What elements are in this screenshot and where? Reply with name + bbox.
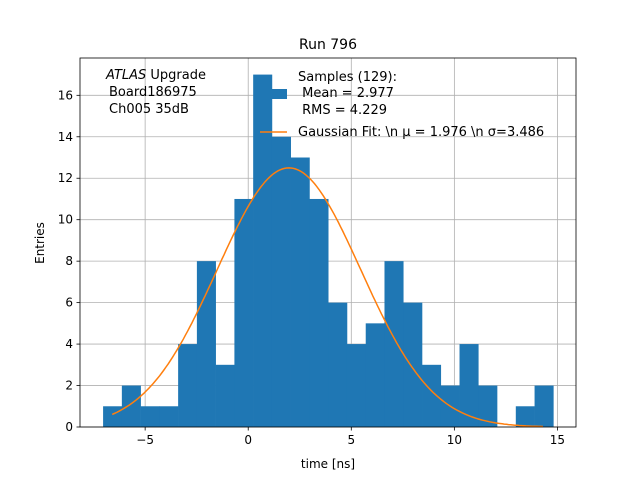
legend-fit-label: Gaussian Fit: \n μ = 1.976 \n σ=3.486 <box>298 125 544 140</box>
histogram-bar <box>534 385 554 427</box>
x-tick-label: −5 <box>136 433 154 447</box>
annotation-atlas: ATLAS <box>105 68 146 83</box>
y-tick-label: 0 <box>65 420 73 434</box>
histogram-bar <box>253 74 273 428</box>
y-axis-label: Entries <box>33 222 47 264</box>
histogram-bar <box>328 302 348 427</box>
histogram-bar <box>196 261 216 427</box>
histogram-bar <box>403 302 423 427</box>
histogram-bar <box>215 364 235 427</box>
histogram-bar <box>140 406 160 427</box>
histogram-bar <box>309 198 329 427</box>
axis-ticks: −5 0 5 10 15 0 2 4 6 8 10 12 14 16 <box>58 88 565 447</box>
y-tick-label: 14 <box>58 130 73 144</box>
histogram-bar <box>459 344 479 427</box>
y-tick-label: 10 <box>58 213 73 227</box>
y-tick-label: 4 <box>65 337 73 351</box>
histogram-bar <box>103 406 123 427</box>
histogram-bar <box>290 157 310 427</box>
legend-hist-patch <box>260 89 287 99</box>
annotation-channel: Ch005 35dB <box>109 102 189 117</box>
y-tick-label: 12 <box>58 171 73 185</box>
svg-text:ATLAS Upgrade: ATLAS Upgrade <box>105 68 206 83</box>
plot-frame <box>79 57 577 428</box>
annotation-upgrade: Upgrade <box>146 68 206 83</box>
histogram-bar <box>178 344 198 427</box>
legend-hist-line1: Samples (129): <box>298 70 397 85</box>
legend-hist-line2: Mean = 2.977 <box>298 86 394 101</box>
x-tick-label: 10 <box>447 433 462 447</box>
y-tick-label: 6 <box>65 296 73 310</box>
annotation-board: Board186975 <box>109 85 197 100</box>
x-axis-label: time [ns] <box>301 457 355 471</box>
histogram-bar <box>234 198 254 427</box>
x-tick-label: 5 <box>347 433 355 447</box>
histogram-bar <box>271 136 291 428</box>
legend: Samples (129): Mean = 2.977 RMS = 4.229 … <box>260 70 544 140</box>
histogram-bar <box>384 261 404 427</box>
legend-hist-line3: RMS = 4.229 <box>298 103 387 118</box>
annotation: ATLAS Upgrade Board186975 Ch005 35dB <box>105 68 206 117</box>
histogram-bar <box>159 406 179 427</box>
histogram-bar <box>121 385 141 427</box>
y-tick-label: 8 <box>65 254 73 268</box>
histogram-bar <box>478 385 498 427</box>
histogram-bar <box>346 344 367 427</box>
histogram-bar <box>422 364 442 427</box>
y-tick-label: 16 <box>58 88 73 102</box>
gaussian-fit-line <box>111 167 544 428</box>
histogram-bar <box>365 323 385 427</box>
x-tick-label: 15 <box>550 433 565 447</box>
x-tick-label: 0 <box>244 433 252 447</box>
histogram-bar <box>515 406 535 427</box>
chart-title: Run 796 <box>299 37 357 53</box>
y-tick-label: 2 <box>65 379 73 393</box>
